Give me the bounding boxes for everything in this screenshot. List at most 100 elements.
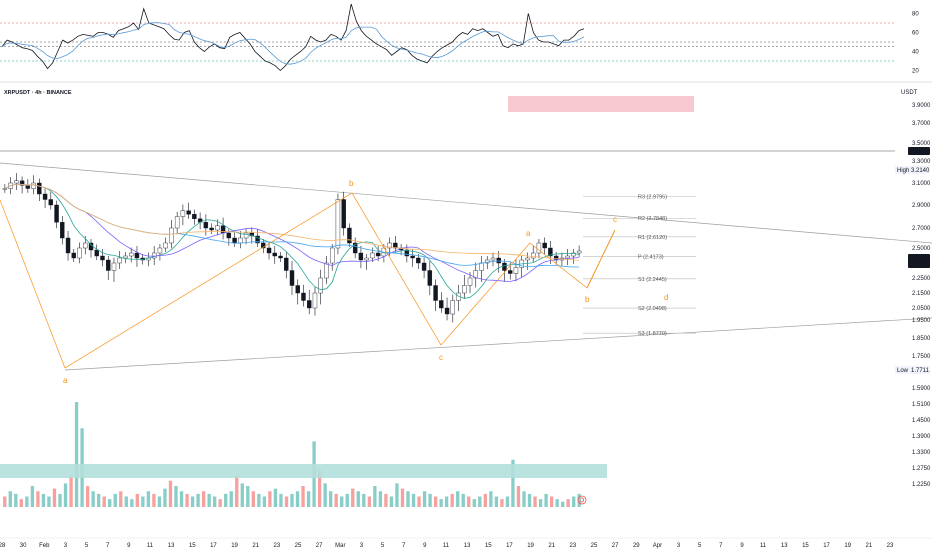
candle-body — [25, 184, 31, 189]
volume-bar — [489, 491, 493, 507]
volume-bar — [505, 496, 510, 507]
candle-body — [576, 250, 582, 254]
volume-bar — [207, 493, 211, 507]
candle-body — [215, 225, 220, 231]
candle-body — [243, 232, 249, 239]
candle-body — [393, 242, 398, 249]
candle-body — [60, 222, 65, 239]
candle-body — [289, 270, 295, 286]
price-tick-label: 2.5000 — [912, 246, 931, 252]
candle-body — [284, 257, 289, 271]
time-tick-label: 25 — [591, 543, 598, 549]
volume-bar — [395, 483, 399, 507]
candle-body — [42, 193, 48, 200]
volume-bar — [555, 499, 559, 507]
price-label-tag: Low — [897, 368, 909, 374]
time-tick-label: 7 — [402, 543, 406, 549]
volume-bar — [185, 493, 189, 507]
volume-bar — [213, 496, 217, 507]
rsi-tick-label: 40 — [912, 50, 919, 56]
time-tick-label: 27 — [612, 543, 619, 549]
time-tick-label: 25 — [295, 543, 302, 549]
candle-body — [54, 204, 59, 223]
reset-icon[interactable] — [577, 495, 587, 505]
price-tick-label: 2.9000 — [912, 203, 931, 209]
volume-bar — [577, 493, 581, 507]
candle-body — [462, 285, 467, 294]
volume-bar — [522, 491, 526, 507]
volume-bar — [25, 496, 29, 507]
candle-body — [71, 252, 76, 259]
candle-body — [249, 232, 255, 237]
rsi-tick-label: 60 — [912, 31, 919, 37]
volume-bar — [268, 491, 272, 507]
candle-body — [278, 255, 283, 259]
candle-body — [548, 247, 553, 257]
volume-bar — [224, 493, 228, 507]
price-label-tag-box — [895, 366, 908, 374]
time-tick-label: 27 — [316, 543, 323, 549]
volume-bar — [561, 501, 565, 507]
price-label-value: 1.7711 — [911, 368, 930, 374]
candle-body — [31, 182, 36, 189]
price-tick-label: 3.7000 — [912, 121, 931, 127]
volume-bar — [119, 491, 123, 507]
candle-body — [404, 249, 410, 257]
price-label-value: 3.4000 — [911, 149, 930, 155]
wave-label: b — [349, 179, 354, 188]
rsi-panel — [0, 3, 895, 72]
candle-body — [301, 292, 306, 301]
volume-bar — [456, 491, 460, 507]
candle-body — [48, 199, 54, 206]
price-tick-label: 3.1000 — [912, 181, 931, 187]
price-tick-label: 1.5100 — [912, 402, 931, 408]
time-tick-label: 17 — [823, 543, 830, 549]
candle-body — [490, 257, 496, 261]
volume-bar — [124, 496, 128, 507]
volume-bar — [494, 496, 499, 507]
volume-bar — [306, 491, 311, 507]
volume-bar — [389, 496, 394, 507]
time-tick-label: 5 — [698, 543, 702, 549]
price-tick-label: 1.2750 — [912, 466, 931, 472]
volume-bar — [135, 493, 139, 507]
candle-body — [232, 237, 237, 244]
volume-bar — [97, 493, 101, 507]
volume-bar — [334, 493, 338, 507]
ma-fast-line — [4, 183, 580, 299]
pivot-label: S3 (1.8770) — [638, 331, 667, 337]
price-tick-label: 1.2250 — [912, 482, 931, 488]
candle-body — [238, 237, 243, 244]
candle-body — [427, 270, 433, 286]
candle-body — [266, 247, 272, 254]
candle-body — [329, 247, 335, 264]
volume-bar — [246, 486, 250, 507]
candle-body — [226, 232, 232, 239]
time-tick-label: 21 — [548, 543, 555, 549]
volume-bar — [108, 499, 112, 507]
candle-body — [19, 180, 25, 186]
candle-body — [106, 259, 111, 271]
time-tick-label: 23 — [274, 543, 281, 549]
volume-bar — [47, 496, 51, 507]
time-tick-label: Feb — [39, 543, 50, 549]
volume-bar — [544, 493, 548, 507]
volume-bar — [279, 493, 283, 507]
time-tick-label: 13 — [464, 543, 471, 549]
volume-bar — [549, 496, 554, 507]
volume-bar — [30, 486, 35, 507]
volume-bar — [340, 496, 344, 507]
candle-body — [111, 262, 117, 271]
time-tick-label: Apr — [653, 543, 662, 549]
price-label-box — [908, 260, 930, 268]
price-tick-label: 3.9000 — [912, 103, 931, 109]
price-label-value: 44:08 — [911, 262, 927, 268]
candle-body — [192, 213, 197, 219]
pivot-label: R2 (2.7848) — [638, 216, 667, 222]
candle-body — [186, 210, 191, 215]
pivot-label: S1 (2.2445) — [638, 277, 667, 283]
volume-bar — [450, 493, 454, 507]
candle-body — [508, 270, 513, 274]
candle-body — [100, 255, 105, 261]
